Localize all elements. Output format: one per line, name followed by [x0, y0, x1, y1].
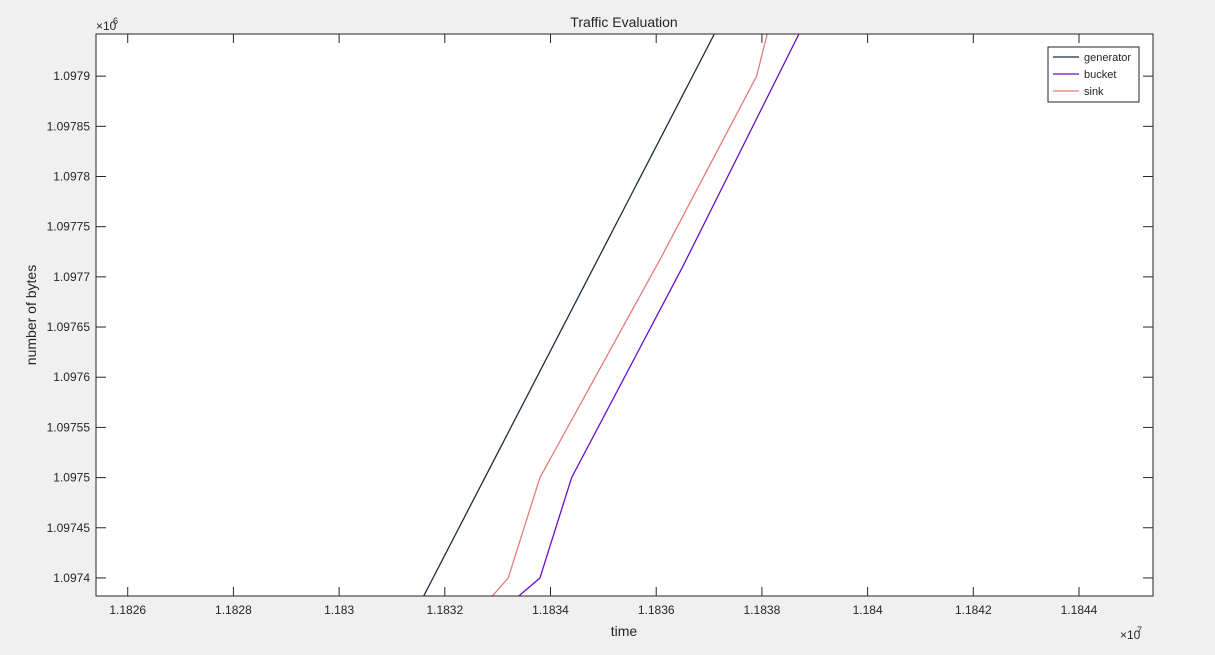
legend: generator bucket sink [1047, 46, 1140, 103]
ticks-layer: 1.1826 1.1828 1.183 1.1832 1.1834 1.1836 1.183… [47, 34, 1153, 617]
x-tick-label: 1.183 [324, 603, 354, 617]
y-multiplier-base: ×10 [96, 19, 117, 33]
y-multiplier-exponent: 6 [113, 16, 118, 26]
series-line-generator [423, 34, 715, 596]
x-tick-label: 1.1834 [532, 603, 569, 617]
x-tick-label: 1.184 [853, 603, 883, 617]
x-multiplier-base: ×10 [1120, 628, 1141, 642]
chart-title: Traffic Evaluation [570, 14, 677, 30]
y-tick-label: 1.09775 [47, 220, 91, 234]
y-tick-label: 1.0979 [53, 69, 90, 83]
y-tick-label: 1.0974 [53, 571, 90, 585]
y-tick-label: 1.09755 [47, 420, 91, 434]
x-tick-label: 1.1826 [109, 603, 146, 617]
y-tick-label: 1.0977 [53, 270, 90, 284]
x-tick-label: 1.1844 [1061, 603, 1098, 617]
y-multiplier: ×10 6 [96, 16, 118, 33]
series-line-bucket [518, 34, 800, 596]
y-tick-label: 1.09765 [47, 320, 91, 334]
series-line-sink [491, 34, 768, 596]
legend-label-bucket: bucket [1084, 69, 1116, 81]
legend-label-generator: generator [1084, 52, 1131, 64]
x-tick-label: 1.1842 [955, 603, 992, 617]
y-tick-label: 1.09745 [47, 521, 91, 535]
x-tick-label: 1.1828 [215, 603, 252, 617]
y-tick-label: 1.0976 [53, 370, 90, 384]
y-tick-label: 1.0978 [53, 170, 90, 184]
y-tick-label: 1.09785 [47, 119, 91, 133]
axes-background [96, 34, 1153, 596]
x-tick-label: 1.1832 [426, 603, 463, 617]
axes-box [95, 33, 1154, 597]
x-tick-label: 1.1836 [638, 603, 675, 617]
x-multiplier: ×10 7 [1120, 625, 1142, 642]
y-axis-label: number of bytes [23, 265, 39, 365]
series-layer [423, 34, 800, 596]
x-multiplier-exponent: 7 [1137, 625, 1142, 635]
legend-label-sink: sink [1084, 86, 1104, 98]
y-tick-label: 1.0975 [53, 471, 90, 485]
x-axis-label: time [611, 623, 638, 639]
x-tick-label: 1.1838 [744, 603, 781, 617]
